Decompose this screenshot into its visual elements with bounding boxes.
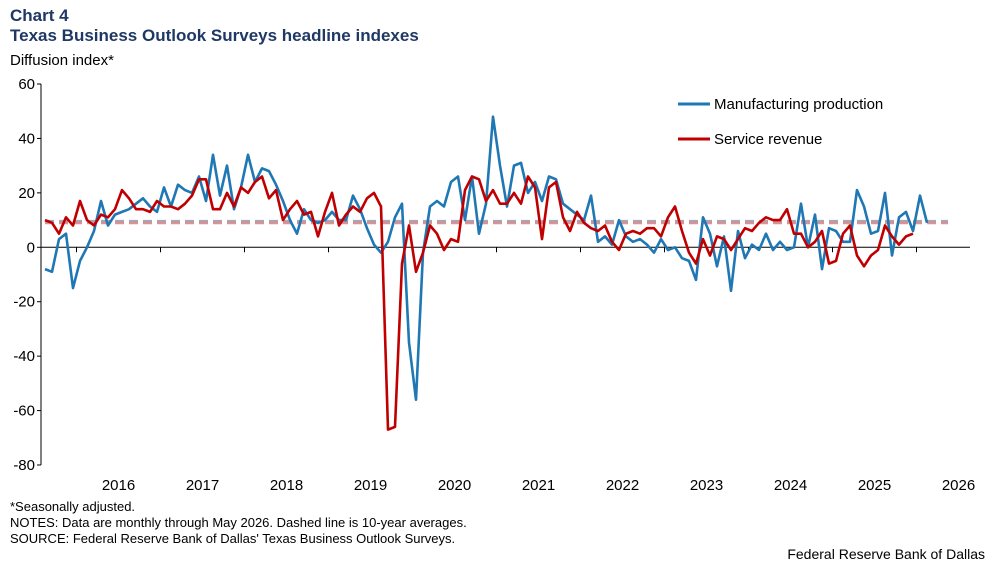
credit: Federal Reserve Bank of Dallas bbox=[787, 546, 985, 562]
x-tick-label: 2020 bbox=[438, 477, 471, 494]
x-tick-label: 2018 bbox=[270, 477, 303, 494]
average-lines bbox=[45, 219, 948, 225]
y-tick-label: -80 bbox=[13, 457, 35, 474]
x-tick-label: 2017 bbox=[186, 477, 219, 494]
footnote-seasonal: *Seasonally adjusted. bbox=[10, 499, 136, 514]
y-tick-label: 0 bbox=[27, 239, 35, 256]
x-tick-label: 2026 bbox=[942, 477, 975, 494]
x-tick-label: 2024 bbox=[774, 477, 807, 494]
y-tick-label: -60 bbox=[13, 403, 35, 420]
x-tick-label: 2016 bbox=[102, 477, 135, 494]
y-tick-label: 60 bbox=[18, 76, 35, 93]
y-tick-label: -40 bbox=[13, 348, 35, 365]
legend: Manufacturing production Service revenue bbox=[678, 96, 883, 148]
manufacturing-production-line bbox=[44, 115, 929, 402]
x-tick-label: 2021 bbox=[522, 477, 555, 494]
y-axis-label: Diffusion index* bbox=[10, 52, 114, 69]
footnote-source: SOURCE: Federal Reserve Bank of Dallas' … bbox=[10, 531, 456, 546]
series-lines bbox=[44, 115, 929, 431]
x-tick-label: 2025 bbox=[858, 477, 891, 494]
x-tick-label: 2023 bbox=[690, 477, 723, 494]
x-axis: 2016 2017 2018 2019 2020 2021 2022 2023 2024 2025… bbox=[41, 246, 975, 494]
y-axis: -80 -60 -40 -20 0 20 40 60 bbox=[13, 76, 42, 474]
y-tick-label: 40 bbox=[18, 130, 35, 147]
line-chart: -80 -60 -40 -20 0 20 40 60 2016 2017 2018 2019 2020… bbox=[13, 76, 975, 494]
legend-label: Manufacturing production bbox=[714, 96, 883, 113]
y-tick-label: 20 bbox=[18, 185, 35, 202]
x-tick-label: 2019 bbox=[354, 477, 387, 494]
x-tick-label: 2022 bbox=[606, 477, 639, 494]
legend-label: Service revenue bbox=[714, 131, 822, 148]
footnote-notes: NOTES: Data are monthly through May 2026… bbox=[10, 515, 467, 530]
chart-title: Texas Business Outlook Surveys headline … bbox=[10, 26, 419, 45]
chart-number: Chart 4 bbox=[10, 6, 69, 25]
service-revenue-line bbox=[44, 175, 914, 431]
y-tick-label: -20 bbox=[13, 294, 35, 311]
